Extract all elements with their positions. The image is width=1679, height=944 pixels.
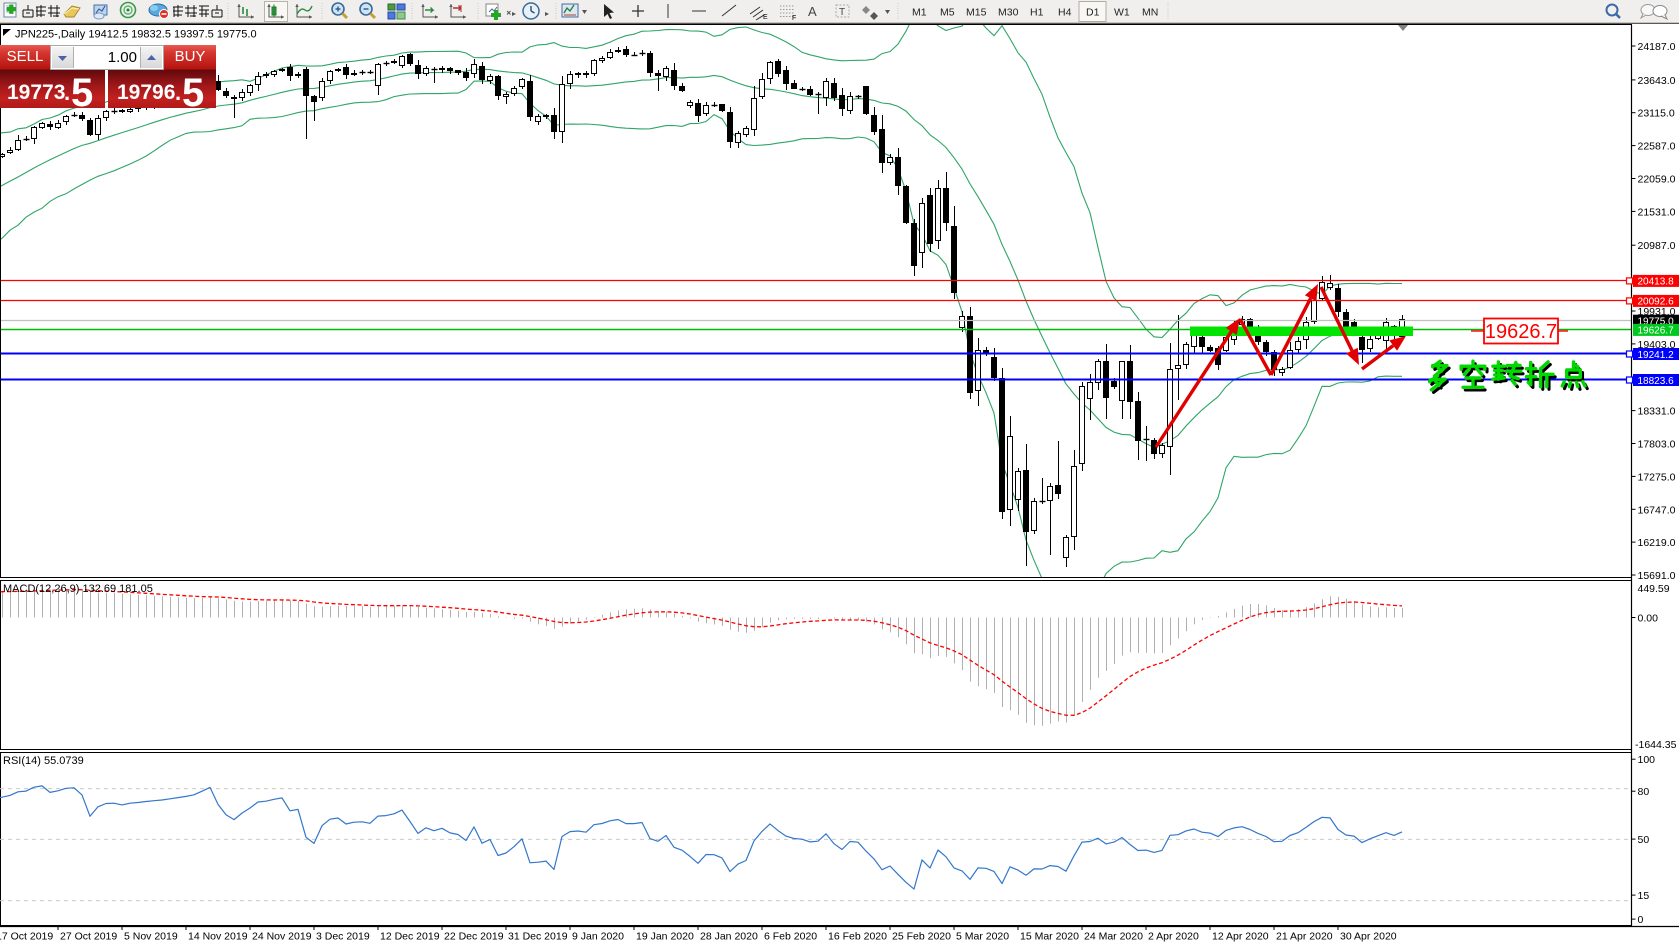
svg-text:24 Nov 2019: 24 Nov 2019	[252, 931, 312, 943]
svg-text:23115.0: 23115.0	[1638, 108, 1675, 120]
svg-text:22 Dec 2019: 22 Dec 2019	[444, 931, 504, 943]
svg-text:22059.0: 22059.0	[1638, 174, 1676, 186]
svg-text:JPN225-,Daily 19412.5 19832.5: JPN225-,Daily 19412.5 19832.5 19397.5 19…	[15, 29, 257, 41]
svg-text:M5: M5	[940, 7, 955, 19]
svg-text:0.00: 0.00	[1638, 613, 1659, 625]
svg-text:5 Mar 2020: 5 Mar 2020	[956, 931, 1009, 943]
svg-text:M30: M30	[998, 7, 1019, 19]
svg-text:24187.0: 24187.0	[1638, 41, 1676, 53]
svg-text:19775.0: 19775.0	[1638, 317, 1675, 328]
svg-text:21531.0: 21531.0	[1638, 206, 1676, 218]
svg-text:H1: H1	[1030, 7, 1044, 19]
svg-text:3 Dec 2019: 3 Dec 2019	[316, 931, 370, 943]
svg-text:W1: W1	[1114, 7, 1130, 19]
svg-text:31 Dec 2019: 31 Dec 2019	[508, 931, 568, 943]
svg-text:27 Oct 2019: 27 Oct 2019	[60, 931, 117, 943]
svg-text:30 Apr 2020: 30 Apr 2020	[1340, 931, 1397, 943]
svg-text:M1: M1	[912, 7, 927, 19]
svg-text:MN: MN	[1142, 7, 1158, 19]
svg-text:9 Jan 2020: 9 Jan 2020	[572, 931, 624, 943]
svg-text:5 Nov 2019: 5 Nov 2019	[124, 931, 178, 943]
svg-text:15691.0: 15691.0	[1638, 570, 1676, 582]
svg-text:19626.7: 19626.7	[1638, 326, 1675, 337]
svg-text:20987.0: 20987.0	[1638, 240, 1676, 252]
svg-text:16219.0: 16219.0	[1638, 537, 1676, 549]
svg-text:21 Apr 2020: 21 Apr 2020	[1276, 931, 1333, 943]
svg-text:H4: H4	[1058, 7, 1072, 19]
svg-text:16747.0: 16747.0	[1638, 504, 1676, 516]
svg-text:22587.0: 22587.0	[1638, 141, 1676, 153]
svg-text:-1644.35: -1644.35	[1635, 739, 1677, 751]
svg-text:12 Apr 2020: 12 Apr 2020	[1212, 931, 1269, 943]
svg-text:T: T	[839, 7, 845, 18]
svg-text:19403.0: 19403.0	[1638, 339, 1676, 351]
svg-text:80: 80	[1638, 786, 1650, 798]
svg-text:50: 50	[1638, 834, 1650, 846]
svg-text:19626.7: 19626.7	[1485, 321, 1557, 343]
svg-text:F: F	[792, 15, 796, 22]
svg-text:MACD(12,26,9) 132.69 181.05: MACD(12,26,9) 132.69 181.05	[3, 583, 153, 595]
svg-text:17275.0: 17275.0	[1638, 471, 1676, 483]
svg-text:18331.0: 18331.0	[1638, 406, 1676, 418]
svg-text:20413.8: 20413.8	[1638, 277, 1675, 288]
svg-text:17 Oct 2019: 17 Oct 2019	[0, 931, 53, 943]
svg-text:449.59: 449.59	[1638, 583, 1670, 595]
svg-text:24 Mar 2020: 24 Mar 2020	[1084, 931, 1143, 943]
svg-text:6 Feb 2020: 6 Feb 2020	[764, 931, 817, 943]
svg-text:15 Mar 2020: 15 Mar 2020	[1020, 931, 1079, 943]
svg-text:M15: M15	[966, 7, 987, 19]
svg-text:0: 0	[1638, 914, 1644, 926]
svg-text:19 Jan 2020: 19 Jan 2020	[636, 931, 694, 943]
svg-text:15: 15	[1638, 890, 1650, 902]
svg-text:16 Feb 2020: 16 Feb 2020	[828, 931, 887, 943]
svg-text:2 Apr 2020: 2 Apr 2020	[1148, 931, 1199, 943]
svg-text:25 Feb 2020: 25 Feb 2020	[892, 931, 951, 943]
svg-text:RSI(14) 55.0739: RSI(14) 55.0739	[3, 755, 84, 767]
svg-text:20092.6: 20092.6	[1638, 297, 1675, 308]
svg-text:23643.0: 23643.0	[1638, 75, 1676, 87]
svg-text:18823.6: 18823.6	[1638, 376, 1675, 387]
svg-text:19241.2: 19241.2	[1638, 350, 1675, 361]
svg-text:D1: D1	[1086, 7, 1100, 19]
svg-text:28 Jan 2020: 28 Jan 2020	[700, 931, 758, 943]
svg-text:A: A	[808, 4, 817, 19]
svg-text:14 Nov 2019: 14 Nov 2019	[188, 931, 248, 943]
svg-text:12 Dec 2019: 12 Dec 2019	[380, 931, 440, 943]
svg-text:E: E	[763, 14, 768, 21]
svg-text:100: 100	[1638, 754, 1656, 766]
svg-text:17803.0: 17803.0	[1638, 439, 1676, 451]
